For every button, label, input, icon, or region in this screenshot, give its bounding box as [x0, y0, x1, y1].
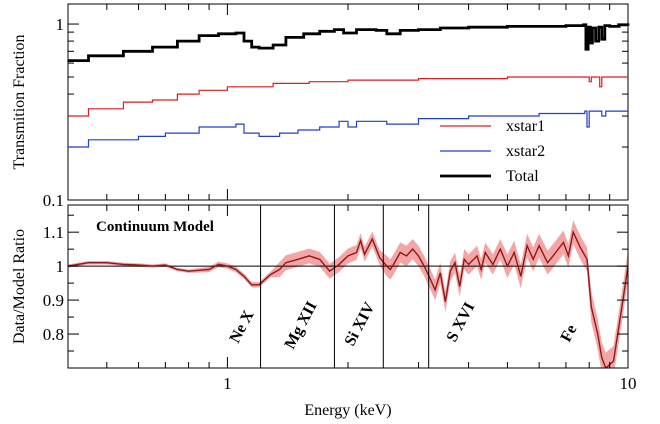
top-y-axis-title: Transmition Fraction [11, 35, 28, 170]
series-xstar1-line [68, 76, 628, 117]
bottom-panel: 0.8 0.9 1 1.1 1 10 Continuum Model Ne X Mg XII Si… [11, 204, 637, 419]
legend-label-total: Total [506, 168, 539, 185]
y-tick-label: 0.9 [43, 291, 64, 310]
ion-label: Mg XII [282, 299, 321, 352]
legend-label-xstar2: xstar2 [506, 143, 545, 160]
y-tick-label: 1.1 [43, 223, 64, 242]
y-tick-label: 1 [56, 257, 65, 276]
series-xstar2-line [68, 110, 628, 148]
ratio-line [68, 229, 628, 368]
y-tick-label: 1 [56, 15, 65, 34]
ion-label: Si XIV [342, 299, 379, 349]
x-axis-title: Energy (keV) [304, 402, 391, 419]
ion-label: S XVI [444, 300, 479, 345]
bottom-plot-area [68, 205, 628, 368]
x-tick-label: 1 [223, 374, 232, 393]
series-total-line [68, 23, 630, 62]
ratio-error-band [68, 220, 628, 368]
top-panel: 0.1 1 xstar1 xstar2 Total Transmition Fractio… [11, 3, 630, 210]
ion-label: Fe [558, 322, 581, 345]
legend: xstar1 xstar2 Total [440, 118, 545, 185]
panel-title: Continuum Model [96, 219, 214, 235]
ion-label: Ne X [227, 307, 258, 346]
y-tick-label: 0.8 [43, 325, 64, 344]
bottom-y-axis-title: Data/Model Ratio [11, 229, 28, 344]
x-tick-label: 10 [620, 374, 637, 393]
legend-label-xstar1: xstar1 [506, 118, 545, 135]
y-tick-label: 0.1 [43, 191, 64, 210]
